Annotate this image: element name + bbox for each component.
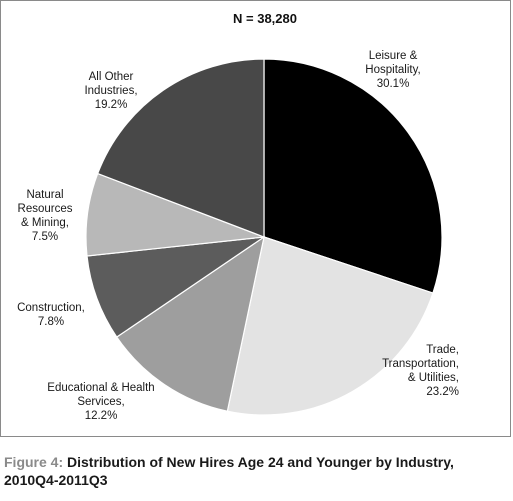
pie-labels: Leisure & Hospitality, 30.1% Trade, Transpor… [17, 50, 459, 422]
pie-label-line: Industries, [84, 85, 137, 97]
pie-label-line: 7.8% [38, 316, 64, 328]
pie-label-line: 19.2% [95, 99, 128, 111]
pie-label-line: All Other [89, 71, 134, 83]
pie-label-construction: Construction, 7.8% [17, 302, 85, 328]
chart-title: N = 38,280 [233, 11, 297, 26]
pie-slice-educational-health-services [115, 235, 265, 412]
pie-label-line: Educational & Health [47, 382, 154, 394]
pie-label-line: & Mining, [21, 217, 69, 229]
pie-label-line: Hospitality, [365, 64, 420, 76]
pie-label-line: 7.5% [32, 231, 58, 243]
caption-line-1: Figure 4: Distribution of New Hires Age … [4, 453, 509, 471]
pie-slice-all-other-industries [96, 58, 265, 238]
pie-label-line: Transportation, [382, 358, 459, 370]
pie-slice-leisure-hospitality [263, 58, 443, 294]
pie-label-all-other-industries: All Other Industries, 19.2% [84, 71, 137, 111]
pie-label-line: 23.2% [426, 386, 459, 398]
pie-label-line: Construction, [17, 302, 85, 314]
pie-label-line: Leisure & [369, 50, 418, 62]
pie-label-leisure-hospitality: Leisure & Hospitality, 30.1% [365, 50, 420, 90]
pie-chart: N = 38,280 Leisure & Hospitality, 30.1% Tra… [17, 11, 459, 422]
figure-number: Figure 4: [4, 454, 64, 470]
figure-caption: Figure 4: Distribution of New Hires Age … [4, 453, 509, 489]
pie-label-educational-health-services: Educational & Health Services, 12.2% [47, 382, 154, 422]
pie-label-trade-transportation-utilities: Trade, Transportation, & Utilities, 23.2% [382, 344, 459, 398]
pie-slices [85, 58, 443, 416]
pie-label-line: Services, [77, 396, 124, 408]
caption-text: Distribution of New Hires Age 24 and You… [67, 454, 454, 470]
pie-label-line: 12.2% [85, 410, 118, 422]
pie-label-line: 30.1% [377, 78, 410, 90]
pie-label-natural-resources-mining: Natural Resources & Mining, 7.5% [18, 189, 73, 243]
pie-label-line: Trade, [426, 344, 459, 356]
figure-panel: N = 38,280 Leisure & Hospitality, 30.1% Tra… [0, 0, 511, 437]
pie-label-line: & Utilities, [408, 372, 459, 384]
caption-line-2: 2010Q4-2011Q3 [4, 472, 108, 488]
pie-label-line: Natural [26, 189, 63, 201]
pie-label-line: Resources [18, 203, 73, 215]
pie-slice-trade-transportation-utilities [226, 236, 434, 416]
